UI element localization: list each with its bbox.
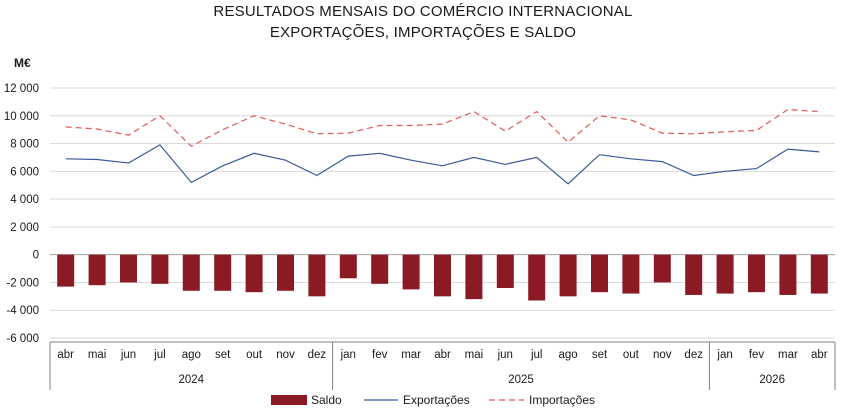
bar-saldo	[465, 254, 483, 300]
x-tick-label: abr	[811, 349, 828, 361]
year-label: 2024	[179, 374, 205, 386]
x-tick-label: ago	[182, 349, 201, 361]
year-label: 2026	[759, 374, 785, 386]
x-tick-label: mar	[778, 349, 798, 361]
y-tick-label: 8 000	[10, 139, 39, 151]
y-tick-label: 0	[33, 250, 39, 262]
x-tick-label: out	[246, 349, 263, 361]
line-importacoes	[65, 108, 820, 148]
x-tick-label: fev	[372, 349, 388, 361]
bar-saldo	[182, 254, 200, 291]
y-tick-label: 2 000	[10, 222, 39, 234]
bar-saldo	[308, 254, 326, 297]
bar-saldo	[214, 254, 232, 291]
bar-saldo	[779, 254, 797, 295]
bar-saldo	[716, 254, 734, 294]
bar-saldo	[402, 254, 420, 290]
chart-title: RESULTADOS MENSAIS DO COMÉRCIO INTERNACI…	[213, 3, 633, 20]
bar-saldo	[151, 254, 169, 284]
x-tick-label: set	[592, 349, 608, 361]
year-label: 2025	[508, 374, 534, 386]
x-tick-label: abr	[57, 349, 74, 361]
x-tick-label: mai	[465, 349, 484, 361]
x-tick-label: set	[215, 349, 231, 361]
bar-saldo	[245, 254, 263, 293]
x-tick-label: ago	[559, 349, 578, 361]
bar-saldo	[57, 254, 75, 287]
legend-label-saldo: Saldo	[311, 393, 342, 407]
x-tick-label: jun	[120, 349, 136, 361]
bar-saldo	[339, 254, 357, 279]
x-tick-label: dez	[684, 349, 703, 361]
bar-saldo	[88, 254, 106, 286]
x-tick-label: mai	[88, 349, 107, 361]
x-tick-label: nov	[653, 349, 672, 361]
x-tick-label: jan	[716, 349, 732, 361]
y-tick-label: 10 000	[4, 111, 39, 123]
bar-saldo	[434, 254, 451, 297]
x-tick-label: jul	[530, 349, 543, 361]
bar-saldo	[810, 254, 828, 294]
y-tick-label: 12 000	[4, 83, 39, 95]
y-tick-label: -6 000	[6, 333, 39, 345]
bar-saldo	[653, 254, 671, 283]
bar-saldo	[528, 254, 546, 301]
x-tick-label: jan	[340, 349, 356, 361]
bar-saldo	[591, 254, 608, 293]
bar-saldo	[559, 254, 577, 297]
bar-saldo	[120, 254, 137, 283]
bar-saldo	[371, 254, 389, 284]
bar-saldo	[748, 254, 765, 293]
bar-saldo	[496, 254, 514, 288]
legend-label-importacoes: Importações	[529, 393, 595, 407]
chart-subtitle: EXPORTAÇÕES, IMPORTAÇÕES E SALDO	[269, 24, 577, 41]
bar-saldo	[277, 254, 294, 291]
y-tick-label: 4 000	[10, 194, 39, 206]
x-tick-label: fev	[749, 349, 765, 361]
x-tick-label: nov	[276, 349, 295, 361]
x-tick-label: abr	[434, 349, 451, 361]
x-tick-label: mar	[401, 349, 421, 361]
y-tick-label: -2 000	[6, 277, 39, 289]
y-tick-label: -4 000	[6, 305, 39, 317]
x-tick-label: jun	[497, 349, 513, 361]
bar-saldo	[685, 254, 703, 295]
x-tick-label: dez	[308, 349, 327, 361]
y-axis-label: M€	[14, 56, 31, 70]
legend-label-exportacoes: Exportações	[403, 393, 470, 407]
line-exportacoes	[65, 144, 820, 185]
legend-swatch-saldo	[271, 395, 307, 405]
y-tick-label: 6 000	[10, 166, 39, 178]
x-tick-label: jul	[153, 349, 166, 361]
x-tick-label: out	[623, 349, 640, 361]
bar-saldo	[622, 254, 640, 294]
